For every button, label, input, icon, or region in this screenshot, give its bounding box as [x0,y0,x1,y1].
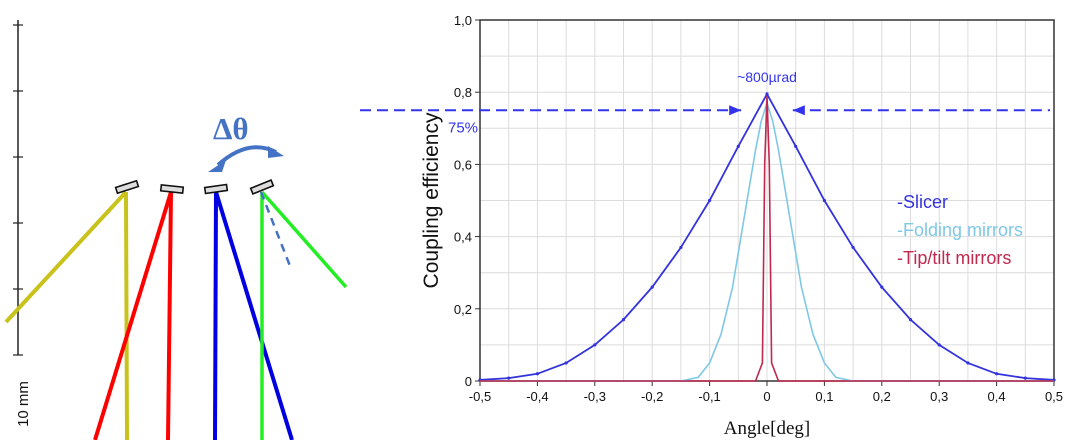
tilt-axis-dashed [259,191,292,267]
data-point [507,376,511,380]
x-tick-label: 0,5 [1045,389,1063,404]
data-point [650,285,654,289]
scale-label: 10 mm [15,381,32,427]
data-point [851,245,855,250]
legend-entry: -Folding mirrors [897,220,1023,240]
y-tick-label: 0 [465,374,472,389]
legend-entry: -Slicer [897,192,948,212]
x-tick-label: -0,5 [469,389,491,404]
data-point [708,198,712,203]
legend: -Slicer -Folding mirrors -Tip/tilt mirrors [897,192,1023,268]
series-group [478,92,1056,382]
x-tick-label: 0,4 [988,389,1006,404]
delta-theta-label: Δθ [213,111,249,146]
data-point [880,285,884,289]
x-tick-label: -0,2 [641,389,663,404]
beam-yellow [4,190,129,440]
y-axis: 0 0,2 0,4 0,6 0,8 1,0 [454,13,480,389]
y-tick-label: 0,8 [454,85,472,100]
data-point [1023,376,1027,380]
x-tick-label: -0,1 [698,389,720,404]
data-point [765,92,769,96]
data-point [535,372,539,376]
x-tick-label: -0,4 [526,389,548,404]
data-point [593,343,597,347]
x-axis: -0,5 -0,4 -0,3 -0,2 -0,1 0 0,1 0,2 0,3 0,4 0,5 [469,381,1063,404]
mirror [114,179,140,195]
mirror [249,179,275,195]
arrowhead-right [268,146,284,158]
fwhm-label: ~800µrad [737,69,797,85]
arrowhead-right [792,105,805,116]
series-line [480,95,1054,382]
data-point [908,318,913,322]
x-tick-label: 0,2 [873,389,891,404]
y-tick-label: 1,0 [454,13,472,28]
arrowhead-left [208,160,226,172]
x-tick-label: 0,3 [930,389,948,404]
data-point [937,343,941,347]
legend-entry: -Tip/tilt mirrors [897,248,1011,268]
data-point [564,361,568,365]
beam-blue [213,191,294,440]
data-point [966,361,970,365]
y-tick-label: 0,4 [454,230,472,245]
tilt-arc-arrow [216,145,277,167]
x-tick-label: 0,1 [815,389,833,404]
beam-red [93,191,173,440]
mirror [203,183,229,195]
x-tick-label: -0,3 [584,389,606,404]
data-point [995,372,999,376]
x-tick-label: 0 [763,389,770,404]
data-point [679,245,683,250]
data-point [736,144,740,148]
data-point [794,144,798,148]
annotations: ~800µrad 75% [360,69,1050,136]
y-tick-label: 0,2 [454,302,472,317]
threshold-label: 75% [448,119,478,136]
y-tick-label: 0,6 [454,157,472,172]
mirror [159,183,185,195]
y-axis-label: Coupling efficiency [420,112,443,288]
coupling-efficiency-chart: -0,5 -0,4 -0,3 -0,2 -0,1 0 0,1 0,2 0,3 0,4 0,5 0 0,… [360,13,1063,439]
data-point [621,318,626,322]
x-axis-label: Angle[deg] [724,418,811,439]
beam-green [260,190,348,440]
optical-schematic: 10 mm Δθ [4,20,348,440]
arrowhead-left [729,105,742,116]
data-point [822,198,826,203]
